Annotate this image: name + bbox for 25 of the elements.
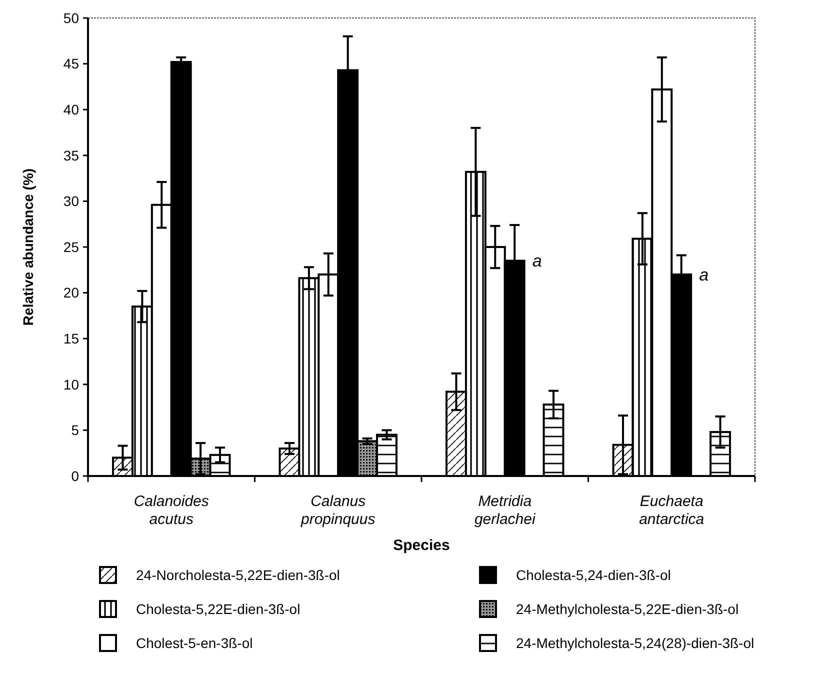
legend-label: Cholest-5-en-3ß-ol: [136, 634, 253, 651]
y-tick-label: 10: [63, 376, 80, 392]
y-tick-label: 15: [63, 330, 80, 346]
legend-label: Cholesta-5,22E-dien-3ß-ol: [136, 600, 300, 617]
y-tick-label: 45: [63, 56, 80, 72]
x-tick-label: Metridia gerlachei: [474, 493, 536, 528]
y-tick-label: 5: [71, 422, 80, 438]
annotation: a: [532, 252, 542, 271]
legend-label: 24-Methylcholesta-5,24(28)-dien-3ß-ol: [516, 634, 754, 651]
legend-label: Cholesta-5,24-dien-3ß-ol: [516, 566, 671, 583]
x-axis-title: Species: [393, 537, 450, 554]
y-tick-label: 50: [63, 10, 80, 26]
y-tick-label: 20: [63, 284, 80, 301]
annotation: a: [699, 265, 709, 284]
y-tick-label: 0: [71, 468, 80, 484]
legend-label: 24-Methylcholesta-5,22E-dien-3ß-ol: [516, 600, 739, 617]
y-tick-label: 30: [63, 193, 80, 210]
y-axis-title: Relative abundance (%): [20, 168, 36, 326]
x-tick-label: Euchaeta antarctica: [639, 493, 704, 528]
y-tick-label: 25: [63, 238, 80, 255]
legend-label: 24-Norcholesta-5,22E-dien-3ß-ol: [136, 566, 340, 583]
y-tick-label: 40: [63, 102, 80, 118]
x-tick-label: Calanoides acutus: [134, 493, 210, 528]
y-tick-label: 35: [63, 147, 80, 164]
x-tick-label: Calanus propinquus: [300, 493, 376, 528]
